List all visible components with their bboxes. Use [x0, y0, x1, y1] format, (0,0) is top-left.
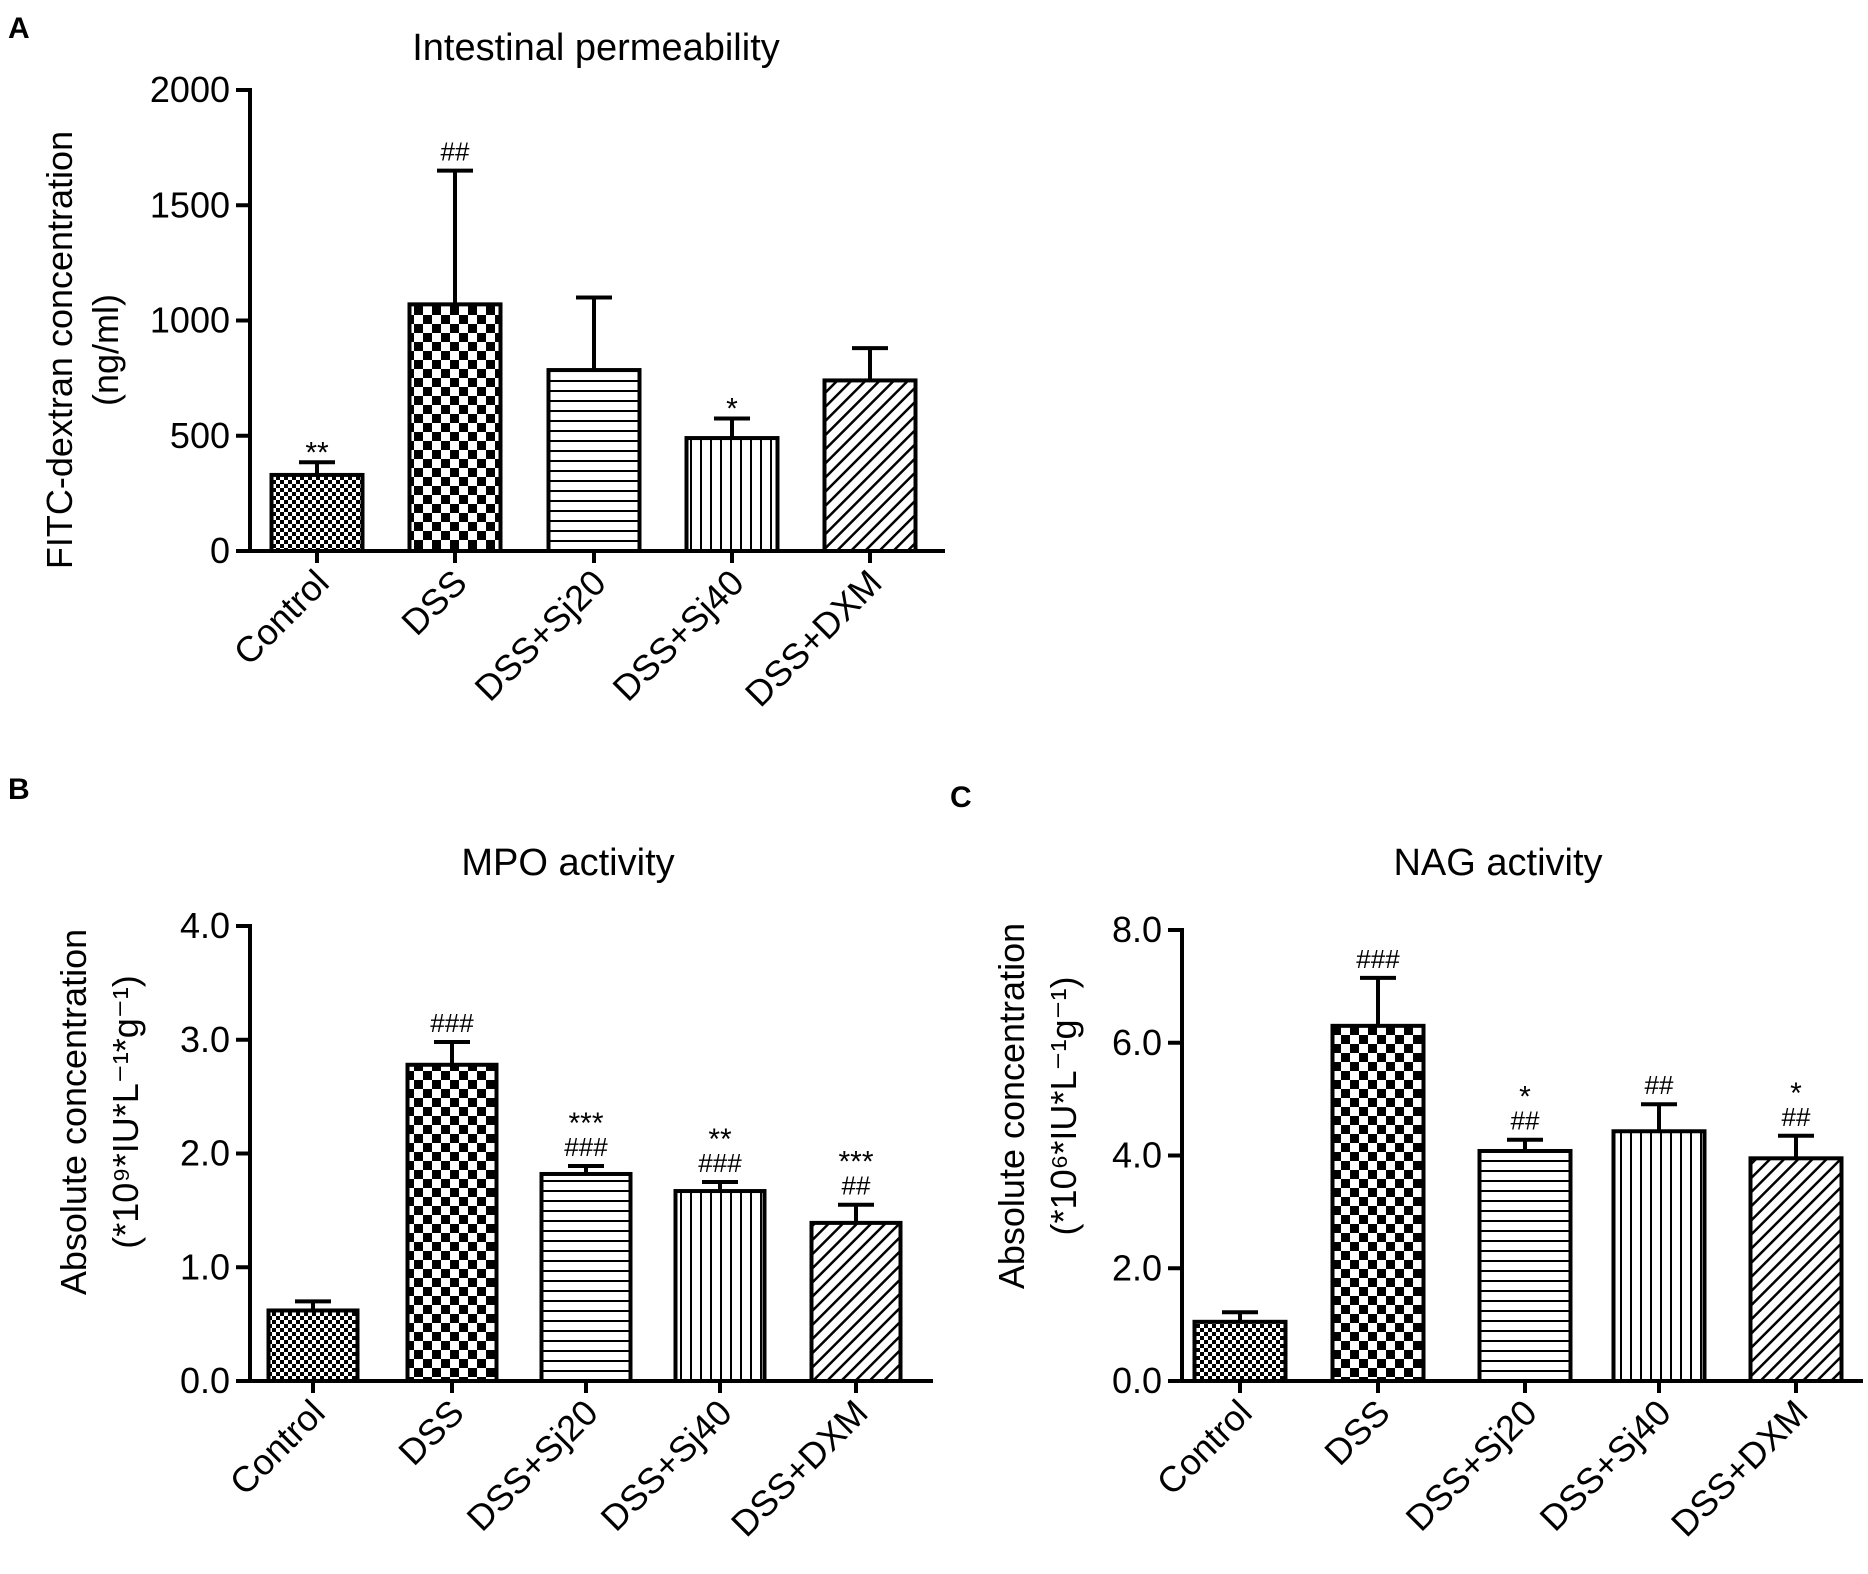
significance-label: *: [726, 392, 738, 425]
x-tick-label: DSS+Sj20: [467, 562, 614, 709]
bar: [269, 472, 365, 553]
significance-label: ##: [1645, 1070, 1674, 1100]
y-tick-label: 8.0: [1112, 909, 1162, 950]
y-tick-label: 0.0: [1112, 1360, 1162, 1401]
bar: [1611, 1129, 1707, 1384]
x-tick-label: DSS: [390, 1392, 471, 1473]
panel-c: C NAG activity Absolute concentration (*…: [950, 781, 1863, 1544]
plot-area: ###***### **### ***##0.01.02.03.04.0Contro…: [180, 905, 933, 1544]
y-tick-label: 1.0: [180, 1246, 230, 1287]
y-axis-label-line-1: FITC-dextran concentration: [39, 131, 80, 569]
x-tick-label: DSS+Sj20: [459, 1392, 606, 1539]
x-tick-label: DSS+Sj40: [1532, 1392, 1679, 1539]
y-axis-label-line-1: Absolute concentration: [53, 929, 94, 1295]
significance-label: ##: [1782, 1102, 1811, 1132]
x-tick-label: DSS+DXM: [737, 562, 890, 715]
bar: [407, 302, 503, 553]
significance-label: ###: [564, 1132, 608, 1162]
x-tick-label: Control: [226, 562, 337, 673]
x-tick-label: Control: [222, 1392, 333, 1503]
significance-label: ###: [430, 1008, 474, 1038]
significance-label: *: [1519, 1081, 1531, 1114]
x-tick-label: DSS+DXM: [723, 1392, 876, 1545]
x-tick-label: DSS+DXM: [1663, 1392, 1816, 1545]
significance-label: **: [305, 436, 329, 469]
y-tick-label: 2.0: [1112, 1247, 1162, 1288]
chart-title: MPO activity: [461, 842, 674, 884]
y-axis-label-line-1: Absolute concentration: [991, 923, 1032, 1289]
panel-letter: B: [8, 773, 30, 806]
panel-letter: A: [8, 12, 30, 45]
significance-label: ##: [842, 1171, 871, 1201]
significance-label: **: [708, 1123, 732, 1156]
bar: [539, 1171, 633, 1383]
x-tick-label: DSS+Sj40: [605, 562, 752, 709]
y-axis-label-line-2: (*10⁶*IU*L⁻¹g⁻¹): [1043, 977, 1084, 1236]
significance-label: ##: [1511, 1106, 1540, 1136]
panel-letter: C: [950, 781, 972, 814]
bar: [673, 1189, 767, 1383]
y-axis-label-line-2: (*10⁹*IU*L⁻¹*g⁻¹): [105, 975, 146, 1249]
y-axis-label-line-2: (ng/ml): [85, 294, 126, 406]
bar: [684, 436, 780, 553]
y-tick-label: 500: [170, 415, 230, 456]
bar: [1477, 1148, 1573, 1383]
y-tick-label: 3.0: [180, 1019, 230, 1060]
x-tick-label: DSS+Sj40: [593, 1392, 740, 1539]
significance-label: ###: [698, 1148, 742, 1178]
chart-title: NAG activity: [1393, 842, 1602, 884]
bar: [1330, 1023, 1426, 1384]
bar: [1748, 1156, 1844, 1383]
bar: [1192, 1319, 1288, 1384]
y-tick-label: 2.0: [180, 1133, 230, 1174]
y-tick-label: 1500: [150, 184, 230, 225]
x-tick-label: Control: [1149, 1392, 1260, 1503]
y-tick-label: 4.0: [180, 905, 230, 946]
significance-label: *: [1790, 1077, 1802, 1110]
x-tick-label: DSS: [1316, 1392, 1397, 1473]
y-tick-label: 6.0: [1112, 1022, 1162, 1063]
bar: [266, 1308, 360, 1383]
bar: [546, 368, 642, 553]
x-tick-label: DSS: [393, 562, 474, 643]
x-tick-label: DSS+Sj20: [1398, 1392, 1545, 1539]
chart-title: Intestinal permeability: [412, 27, 780, 69]
y-tick-label: 1000: [150, 300, 230, 341]
significance-label: ###: [1356, 944, 1400, 974]
bar: [405, 1062, 499, 1384]
y-tick-label: 4.0: [1112, 1135, 1162, 1176]
significance-label: ***: [838, 1146, 873, 1179]
panel-b: B MPO activity Absolute concentration (*…: [8, 773, 933, 1544]
bar: [822, 378, 918, 553]
y-tick-label: 0: [210, 530, 230, 571]
bar: [809, 1220, 903, 1383]
y-tick-label: 0.0: [180, 1360, 230, 1401]
y-tick-label: 2000: [150, 69, 230, 110]
panel-a: A Intestinal permeability FITC-dextran c…: [8, 12, 945, 714]
significance-label: ##: [441, 137, 470, 167]
significance-label: ***: [568, 1107, 603, 1140]
